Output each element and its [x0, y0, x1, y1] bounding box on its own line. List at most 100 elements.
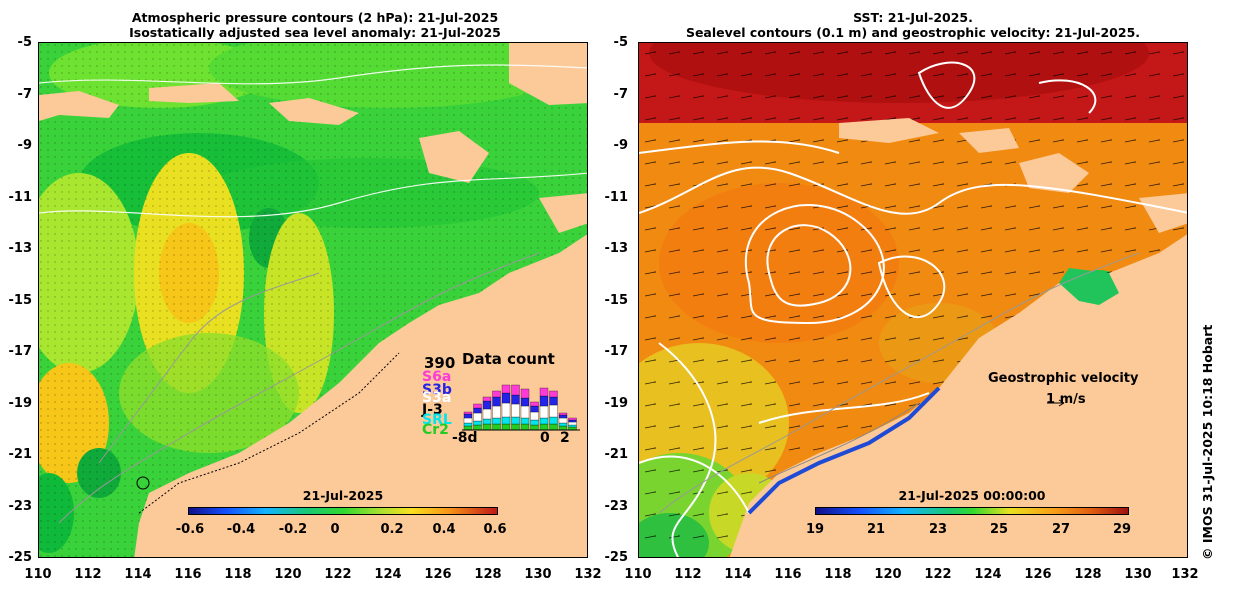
data-count-title: Data count [462, 350, 555, 368]
y-tick-left-3: -11 [8, 190, 33, 205]
y-tick-left-6: -17 [8, 344, 33, 359]
data-count-bar-segment [568, 424, 577, 428]
data-count-bar-segment [520, 388, 530, 399]
y-tick-left-0: -5 [17, 35, 32, 50]
x-tick-right-9: 128 [1074, 567, 1102, 582]
right-colorbar-tick-3: 25 [989, 522, 1009, 537]
velocity-legend-scale: 1 m/s [1046, 392, 1086, 407]
right-panel-title: SST: 21-Jul-2025. Sealevel contours (0.1… [638, 10, 1188, 40]
right-title-line2: Sealevel contours (0.1 m) and geostrophi… [685, 25, 1141, 40]
x-tick-left-7: 124 [374, 567, 402, 582]
data-count-bar-segment [501, 384, 511, 394]
left-colorbar-tick-3: 0 [330, 522, 340, 537]
data-count-bar-segment [492, 390, 501, 398]
data-count-axis-start: -8d [452, 430, 478, 446]
x-tick-right-1: 112 [674, 567, 702, 582]
data-count-bar-segment [568, 419, 577, 423]
y-tick-left-4: -13 [8, 241, 33, 256]
x-tick-right-5: 120 [874, 567, 902, 582]
data-count-max: 390 [424, 354, 456, 372]
y-tick-right-2: -9 [613, 138, 628, 153]
y-tick-right-8: -21 [604, 447, 629, 462]
data-count-bar-segment [549, 390, 558, 398]
left-colorbar-tick-1: -0.4 [226, 522, 256, 537]
data-count-bar-segment [568, 417, 577, 421]
data-count-bar-segment [511, 416, 520, 425]
y-tick-left-10: -25 [8, 550, 33, 565]
data-count-bar-segment [558, 422, 568, 427]
x-tick-right-8: 126 [1024, 567, 1052, 582]
data-count-bar-segment [520, 423, 530, 431]
y-tick-right-7: -19 [604, 396, 629, 411]
y-tick-right-9: -23 [604, 499, 629, 514]
data-count-bar-segment [530, 401, 539, 407]
data-count-bar-segment [530, 405, 539, 413]
data-count-bar-segment [520, 397, 530, 407]
right-colorbar-tick-4: 27 [1051, 522, 1071, 537]
y-tick-left-1: -7 [17, 87, 32, 102]
velocity-legend-title: Geostrophic velocity [988, 371, 1139, 386]
credit-text: © IMOS 31-Jul-2025 10:18 Hobart [1200, 324, 1215, 560]
x-tick-right-0: 110 [624, 567, 652, 582]
data-count-bar-segment [492, 405, 501, 419]
data-count-bar-segment [482, 423, 492, 431]
y-tick-right-6: -17 [604, 344, 629, 359]
y-tick-left-7: -19 [8, 396, 33, 411]
mission-label-j3: J-3 [422, 402, 443, 418]
x-tick-left-0: 110 [24, 567, 52, 582]
data-count-bar-segment [558, 414, 568, 419]
right-colorbar [815, 507, 1129, 515]
x-tick-left-2: 114 [124, 567, 152, 582]
data-count-bar-segment [463, 422, 473, 427]
data-count-bar-segment [473, 403, 482, 409]
data-count-bar-segment [463, 413, 473, 419]
x-tick-left-10: 130 [524, 567, 552, 582]
left-colorbar-date: 21-Jul-2025 [302, 488, 384, 503]
mission-label-s3a: S3a [422, 390, 452, 406]
x-tick-left-4: 118 [224, 567, 252, 582]
data-count-bar-segment [492, 423, 501, 431]
right-colorbar-tick-5: 29 [1112, 522, 1132, 537]
x-tick-right-2: 114 [724, 567, 752, 582]
right-colorbar-date: 21-Jul-2025 00:00:00 [898, 488, 1046, 503]
data-count-bar-segment [511, 394, 520, 405]
data-count-bar-segment [501, 423, 511, 431]
x-tick-right-10: 130 [1124, 567, 1152, 582]
data-count-bar-segment [511, 384, 520, 396]
data-count-bar-segment [482, 408, 492, 420]
data-count-bar-segment [520, 417, 530, 425]
data-count-bar-segment [530, 424, 539, 431]
data-count-bar-segment [511, 423, 520, 431]
left-colorbar-tick-2: -0.2 [278, 522, 308, 537]
right-title-line1: SST: 21-Jul-2025. [853, 10, 973, 25]
x-tick-right-7: 124 [974, 567, 1002, 582]
y-tick-right-5: -15 [604, 293, 629, 308]
data-count-inset: 390 Data count S6a S3b S3a J-3 SRL Cr2 -… [420, 350, 585, 450]
data-count-bar-segment [492, 396, 501, 407]
right-colorbar-tick-1: 21 [866, 522, 886, 537]
data-count-bar-segment [482, 400, 492, 410]
x-tick-left-6: 122 [324, 567, 352, 582]
y-tick-left-9: -23 [8, 499, 33, 514]
left-colorbar [188, 507, 498, 515]
data-count-bar-segment [463, 417, 473, 424]
left-colorbar-tick-6: 0.6 [483, 522, 507, 537]
left-colorbar-tick-4: 0.2 [380, 522, 404, 537]
x-tick-left-9: 128 [474, 567, 502, 582]
data-count-bar-segment [482, 396, 492, 402]
data-count-bar-segment [549, 423, 558, 431]
sst-map [638, 42, 1188, 558]
left-title-line1: Atmospheric pressure contours (2 hPa): 2… [131, 10, 499, 25]
x-tick-right-11: 132 [1171, 567, 1199, 582]
y-tick-right-10: -25 [604, 550, 629, 565]
mission-label-s3b: S3b [422, 382, 452, 398]
sla-map [38, 42, 588, 558]
data-count-bar-segment [511, 403, 520, 418]
mission-label-cr2: Cr2 [422, 422, 449, 438]
data-count-bar-segment [549, 396, 558, 406]
data-count-bar-segment [530, 419, 539, 426]
data-count-bar-segment [473, 412, 482, 422]
data-count-bar-segment [530, 411, 539, 421]
y-tick-right-3: -11 [604, 190, 629, 205]
data-count-bar-segment [520, 405, 530, 419]
